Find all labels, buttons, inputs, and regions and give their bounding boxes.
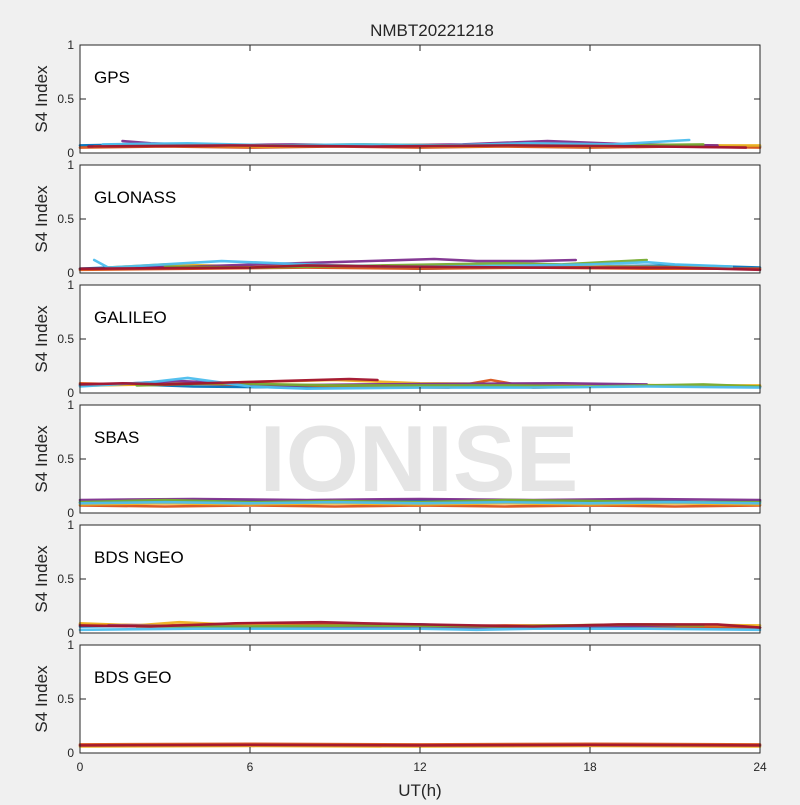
data-track [78, 627, 762, 632]
plot-area [80, 525, 760, 633]
panels-group: 0 0.5 1 S4 Index GPS 0 0.5 1 S4 Index GLONASS 0 0.5… [32, 38, 767, 774]
y-tick-label: 0 [67, 266, 74, 280]
watermark-text: IONISE [260, 406, 579, 511]
y-axis-label: S4 Index [32, 65, 51, 133]
panel-bds-ngeo: 0 0.5 1 S4 Index BDS NGEO [32, 518, 762, 640]
y-tick-label: 1 [67, 278, 74, 292]
panel-gps: 0 0.5 1 S4 Index GPS [32, 38, 762, 160]
y-tick-label: 1 [67, 638, 74, 652]
panel-label: GALILEO [94, 308, 167, 327]
y-axis-label: S4 Index [32, 665, 51, 733]
data-track [78, 620, 762, 629]
y-tick-label: 0 [67, 506, 74, 520]
panel-label: BDS GEO [94, 668, 171, 687]
plot-area [80, 405, 760, 513]
y-axis-label: S4 Index [32, 185, 51, 253]
data-track [101, 138, 691, 147]
panel-sbas: 0 0.5 1 S4 Index SBAS [32, 398, 762, 520]
chart-title: NMBT20221218 [370, 21, 494, 40]
plot-area [80, 285, 760, 393]
data-track [78, 497, 762, 502]
panel-label: BDS NGEO [94, 548, 184, 567]
plot-area [80, 45, 760, 153]
x-axis-label: UT(h) [398, 781, 441, 800]
y-tick-label: 0 [67, 626, 74, 640]
data-track [78, 500, 762, 505]
plot-area [80, 165, 760, 273]
panel-label: GLONASS [94, 188, 176, 207]
y-tick-label: 0 [67, 146, 74, 160]
x-tick-label: 0 [77, 760, 84, 774]
x-tick-label: 12 [413, 760, 427, 774]
y-tick-label: 0.5 [57, 452, 74, 466]
data-track [78, 376, 762, 391]
data-track [78, 377, 379, 386]
y-axis-label: S4 Index [32, 545, 51, 613]
y-tick-label: 1 [67, 398, 74, 412]
y-tick-label: 0.5 [57, 572, 74, 586]
x-tick-label: 24 [753, 760, 767, 774]
y-axis-label: S4 Index [32, 425, 51, 493]
y-axis-label: S4 Index [32, 305, 51, 373]
y-tick-label: 0.5 [57, 332, 74, 346]
panel-galileo: 0 0.5 1 S4 Index GALILEO [32, 278, 762, 400]
y-tick-label: 0.5 [57, 92, 74, 106]
panel-bds-geo: 0 0.5 1 S4 Index BDS GEO [32, 638, 762, 760]
y-tick-label: 1 [67, 518, 74, 532]
y-tick-label: 0.5 [57, 692, 74, 706]
x-tick-label: 18 [583, 760, 597, 774]
y-tick-label: 0.5 [57, 212, 74, 226]
panel-label: SBAS [94, 428, 139, 447]
y-tick-label: 0 [67, 746, 74, 760]
panel-glonass: 0 0.5 1 S4 Index GLONASS [32, 158, 762, 280]
y-tick-label: 0 [67, 386, 74, 400]
x-tick-label: 6 [247, 760, 254, 774]
plot-area [80, 645, 760, 753]
data-track [78, 743, 762, 747]
panel-label: GPS [94, 68, 130, 87]
data-track [87, 144, 748, 149]
y-tick-label: 1 [67, 158, 74, 172]
y-tick-label: 1 [67, 38, 74, 52]
